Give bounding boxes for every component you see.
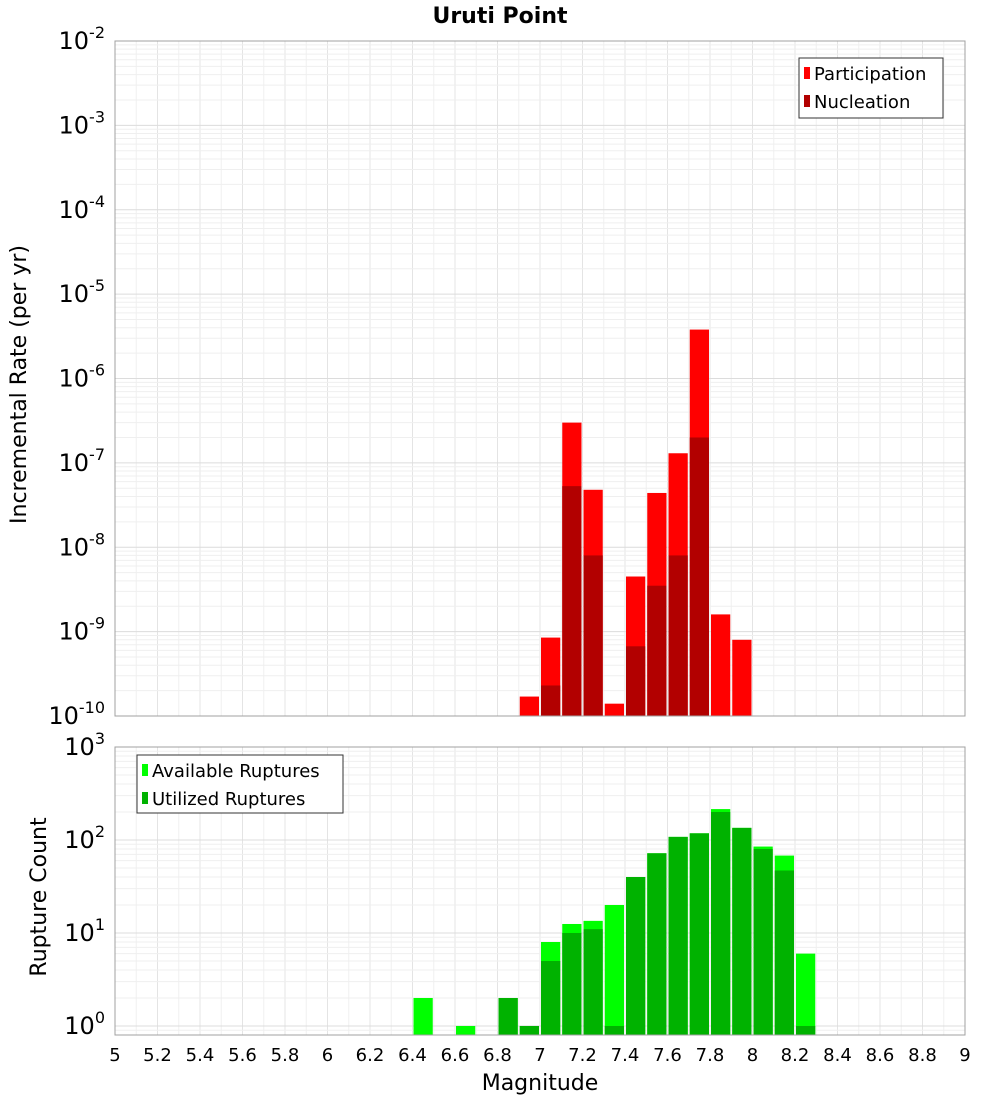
bar-utilized-ruptures <box>604 1025 624 1035</box>
legend-label: Participation <box>814 64 926 85</box>
x-tick-label: 8.8 <box>908 1045 937 1066</box>
x-tick-label: 6.2 <box>356 1045 385 1066</box>
legend-box <box>136 754 344 814</box>
y-tick-label: 100 <box>64 1008 105 1040</box>
x-tick-label: 6 <box>322 1045 333 1066</box>
bar-utilized-ruptures <box>647 853 667 1035</box>
bar-available-ruptures <box>413 997 433 1035</box>
bar-available-ruptures <box>456 1025 476 1035</box>
x-tick-label: 5.8 <box>271 1045 300 1066</box>
bar-nucleation <box>668 555 688 716</box>
bar-nucleation <box>647 585 667 716</box>
bar-available-ruptures <box>796 953 816 1035</box>
incremental-rate-panel: 10-10 10-9 10-8 10-7 10-6 10-5 10-4 10-3 10-2 Inc… <box>7 23 966 730</box>
x-tick-label: 7.6 <box>653 1045 682 1066</box>
bar-utilized-ruptures <box>711 812 731 1035</box>
x-tick-label: 8 <box>747 1045 758 1066</box>
bar-nucleation <box>689 437 709 716</box>
bar-available-ruptures <box>604 904 624 1035</box>
x-tick-label: 5.4 <box>186 1045 215 1066</box>
legend-swatch <box>142 764 148 776</box>
legend-box <box>798 57 944 119</box>
y-tick-label: 101 <box>64 915 105 947</box>
legend-swatch <box>804 95 810 107</box>
x-tick-label: 8.6 <box>866 1045 895 1066</box>
y-axis-label: Rupture Count <box>27 817 52 977</box>
bar-utilized-ruptures <box>626 877 646 1035</box>
y-axis-label: Incremental Rate (per yr) <box>7 245 32 524</box>
bar-utilized-ruptures <box>583 929 603 1035</box>
x-tick-label: 8.2 <box>781 1045 810 1066</box>
bar-nucleation <box>583 555 603 716</box>
y-tick-label: 10-6 <box>59 361 106 393</box>
x-tick-label: 8.4 <box>823 1045 852 1066</box>
legend-label: Utilized Ruptures <box>152 789 305 810</box>
bar-utilized-ruptures <box>689 833 709 1035</box>
y-tick-label: 10-2 <box>59 23 106 55</box>
bar-utilized-ruptures <box>774 870 794 1035</box>
x-axis-label: Magnitude <box>482 1071 599 1096</box>
x-tick-label: 5.6 <box>228 1045 257 1066</box>
x-tick-label: 7.8 <box>696 1045 725 1066</box>
bar-utilized-ruptures <box>498 997 518 1035</box>
bar-participation <box>711 614 731 716</box>
bar-nucleation <box>541 685 561 716</box>
bar-utilized-ruptures <box>519 1025 539 1035</box>
bar-utilized-ruptures <box>562 932 582 1035</box>
x-tick-label: 7.2 <box>568 1045 597 1066</box>
bar-utilized-ruptures <box>541 960 561 1035</box>
x-tick-label: 7.4 <box>611 1045 640 1066</box>
plot-border <box>114 40 966 717</box>
y-tick-label: 10-3 <box>59 107 106 139</box>
bar-utilized-ruptures <box>668 836 688 1035</box>
plot-border <box>114 746 966 1036</box>
x-tick-label: 5.2 <box>143 1045 172 1066</box>
rupture-count-panel: 100 101 102 103 Rupture Count 5 5.2 5.4 5.6 5.8 6 6… <box>27 729 971 1066</box>
y-tick-label: 10-10 <box>48 698 105 730</box>
legend-swatch <box>804 67 810 79</box>
y-tick-label: 102 <box>64 822 105 854</box>
bar-participation <box>732 639 752 716</box>
legend-swatch <box>142 792 148 804</box>
bar-utilized-ruptures <box>796 1025 816 1035</box>
x-tick-label: 5 <box>109 1045 120 1066</box>
y-tick-label: 103 <box>64 729 105 761</box>
chart-title: Uruti Point <box>432 4 568 29</box>
y-tick-label: 10-4 <box>59 192 106 224</box>
bar-nucleation <box>562 486 582 716</box>
bar-participation <box>519 696 539 716</box>
legend-label: Available Ruptures <box>152 761 320 782</box>
x-tick-label: 6.6 <box>441 1045 470 1066</box>
y-tick-label: 10-7 <box>59 445 106 477</box>
y-tick-label: 10-5 <box>59 276 106 308</box>
x-tick-label: 6.8 <box>483 1045 512 1066</box>
y-tick-label: 10-8 <box>59 529 106 561</box>
bar-utilized-ruptures <box>753 849 773 1035</box>
bar-utilized-ruptures <box>732 827 752 1035</box>
x-tick-label: 6.4 <box>398 1045 427 1066</box>
bar-nucleation <box>626 646 646 716</box>
x-tick-label: 9 <box>959 1045 970 1066</box>
y-tick-label: 10-9 <box>59 614 106 646</box>
legend-label: Nucleation <box>814 92 910 113</box>
x-tick-label: 7 <box>534 1045 545 1066</box>
bar-participation <box>604 703 624 716</box>
